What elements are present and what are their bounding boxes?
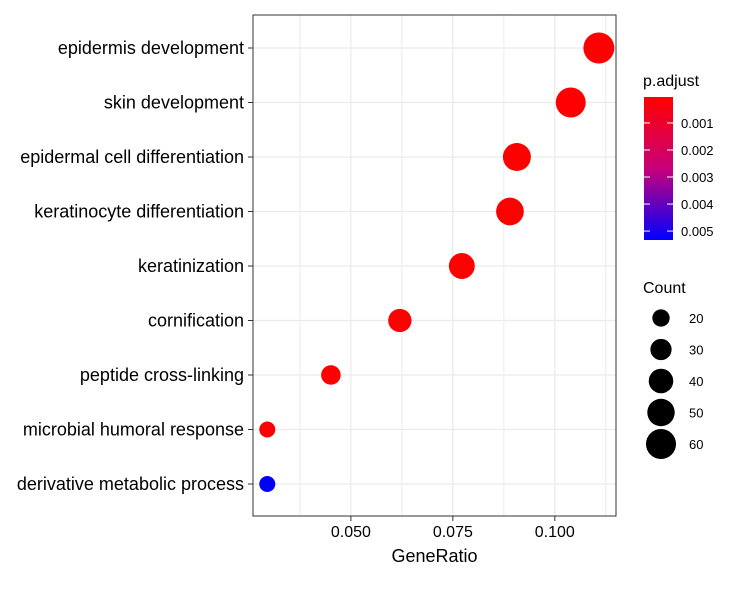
data-point	[502, 143, 531, 171]
y-tick-label: skin development	[104, 93, 244, 113]
data-point	[259, 421, 276, 438]
color-legend-title: p.adjust	[643, 73, 700, 90]
data-point	[583, 32, 615, 64]
x-tick-label: 0.050	[331, 524, 371, 541]
data-point	[388, 308, 412, 333]
data-point	[448, 253, 475, 279]
size-legend-title: Count	[643, 280, 686, 297]
size-legend-dot	[648, 368, 674, 394]
color-bar-label: 0.004	[681, 197, 714, 212]
size-legend-label: 20	[689, 311, 703, 326]
color-bar-label: 0.003	[681, 170, 714, 185]
size-legend-label: 60	[689, 437, 703, 452]
size-legend-dot	[647, 398, 675, 427]
y-tick-label: epidermal cell differentiation	[20, 147, 244, 167]
size-legend-dot	[652, 309, 670, 327]
y-tick-label: derivative metabolic process	[17, 474, 244, 494]
x-axis-title: GeneRatio	[391, 546, 477, 566]
size-legend: Count 20 30 40 50 60	[643, 280, 703, 460]
size-legend-label: 50	[689, 406, 703, 421]
data-point	[496, 197, 524, 226]
y-tick-label: keratinocyte differentiation	[34, 202, 244, 222]
y-tick-label: peptide cross-linking	[80, 365, 244, 385]
data-point	[259, 476, 276, 492]
size-legend-label: 40	[689, 374, 703, 389]
y-tick-label: epidermis development	[58, 38, 244, 58]
data-points	[259, 32, 615, 492]
x-axis-labels: 0.050 0.075 0.100	[331, 516, 575, 541]
color-legend: p.adjust 0.001 0.002 0.003 0.004 0.005	[643, 73, 714, 240]
y-axis-labels: epidermis development skin development epi…	[17, 38, 253, 494]
x-tick-label: 0.100	[535, 524, 575, 541]
data-point	[555, 87, 586, 118]
size-legend-dot	[645, 428, 677, 460]
data-point	[321, 365, 341, 385]
y-tick-label: cornification	[148, 311, 244, 331]
size-legend-dot	[650, 338, 672, 361]
size-legend-label: 30	[689, 343, 703, 358]
color-bar-label: 0.002	[681, 143, 714, 158]
color-bar	[644, 97, 673, 240]
x-tick-label: 0.075	[433, 524, 473, 541]
grid-lines	[253, 15, 616, 516]
color-bar-label: 0.005	[681, 224, 714, 239]
color-bar-label: 0.001	[681, 116, 714, 131]
y-tick-label: keratinization	[138, 256, 244, 276]
y-tick-label: microbial humoral response	[23, 420, 244, 440]
